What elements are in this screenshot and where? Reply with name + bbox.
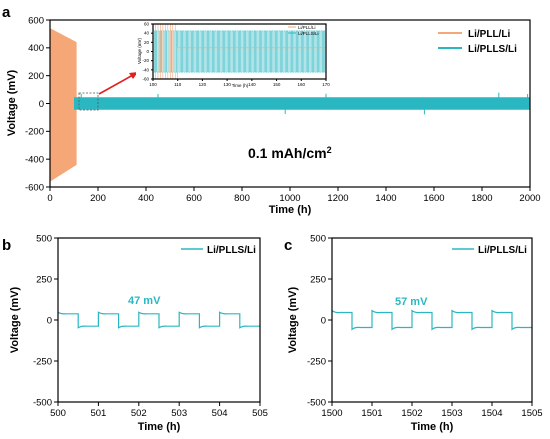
inset-chart: 100 110 120 130 140 150 160 170 60 40 20 0 -20 -40 -60…: [136, 22, 330, 88]
panel-b-xtick-label: 504: [212, 408, 228, 419]
inset-ytick-label: 60: [144, 22, 150, 27]
panel-a-xtick-label: 1400: [375, 193, 396, 204]
inset-legend-label-li-pll-li: Li/PLL/Li: [298, 25, 316, 30]
panel-c-xlabel: Time (h): [411, 421, 454, 433]
legend-label-li-plls-li: Li/PLLS/Li: [468, 44, 517, 55]
panel-c-xtick-label: 1501: [361, 408, 382, 419]
panel-a-ytick-label: 200: [28, 71, 44, 82]
current-density-annotation: 0.1 mAh/cm2: [248, 145, 332, 161]
panel-c-xtick-label: 1504: [481, 408, 502, 419]
panel-a-xlabel: Time (h): [269, 204, 312, 216]
panel-b-ticks: 500 501 502 503 504 505 500 250 0 -250 -500: [33, 233, 268, 419]
panel-a-xtick-label: 0: [47, 193, 52, 204]
panel-c-xtick-label: 1502: [401, 408, 422, 419]
chart-panel-a: 0 200 400 600 800 1000 1200 1400 1600 1800 2000600…: [6, 15, 541, 216]
panel-a-xtick-label: 200: [90, 193, 106, 204]
panel-a-ticks: 0 200 400 600 800 1000 1200 1400 1600 1800 2000600…: [25, 15, 541, 204]
panel-c-ytick-label: -500: [307, 397, 326, 408]
panel-c-ytick-label: -250: [307, 356, 326, 367]
panel-a-ytick-label: -200: [25, 127, 44, 138]
chart-panel-c: 1500 1501 1502 1503 1504 15055002500-250-500 …: [287, 233, 543, 433]
panel-a-data-traces: [49, 27, 530, 182]
inset-li-plls-li-trace: [153, 30, 326, 73]
inset-xtick-label: 150: [273, 82, 281, 87]
zoom-region-box: [78, 92, 99, 111]
inset-xtick-label: 140: [248, 82, 256, 87]
series-li-pll-li-trace: [49, 27, 77, 182]
panel-b-ytick-label: 500: [36, 233, 52, 244]
panel-a-xtick-label: 1200: [327, 193, 348, 204]
inset-xtick-label: 160: [298, 82, 306, 87]
inset-ytick-label: -40: [142, 67, 149, 72]
inset-legend: Li/PLL/Li Li/PLLS/Li: [288, 25, 319, 36]
panel-c-xtick-label: 1500: [321, 408, 342, 419]
panel-b-ytick-label: 0: [47, 315, 52, 326]
panel-b-xtick-label: 501: [90, 408, 106, 419]
panel-c-ylabel: Voltage (mV): [287, 286, 299, 353]
inset-ytick-label: -60: [142, 77, 149, 82]
panel-b-li-plls-li-trace: [57, 311, 260, 329]
zoom-arrow: [98, 74, 134, 95]
panel-c-ytick-label: 500: [310, 233, 326, 244]
panel-b-xtick-label: 500: [50, 408, 66, 419]
panel-a-legend: Li/PLL/Li Li/PLLS/Li: [438, 29, 517, 55]
panel-c-li-plls-li-trace: [331, 309, 532, 331]
panel-a-xtick-label: 600: [186, 193, 202, 204]
panel-b-ytick-label: -500: [33, 397, 52, 408]
panel-b-xtick-label: 502: [131, 408, 147, 419]
inset-xtick-label: 120: [199, 82, 207, 87]
panel-a-ytick-label: 0: [39, 99, 44, 110]
panel-c-amplitude-annotation: 57 mV: [395, 296, 428, 308]
panel-b-ylabel: Voltage (mV): [9, 286, 21, 353]
panel-a-ytick-label: 400: [28, 43, 44, 54]
panel-c-legend-label: Li/PLLS/Li: [478, 245, 527, 256]
inset-ytick-label: 0: [146, 49, 149, 54]
panel-a-ylabel: Voltage (mV): [6, 69, 18, 136]
panel-a-xtick-label: 1000: [279, 193, 300, 204]
panel-b-legend-label: Li/PLLS/Li: [207, 245, 256, 256]
panel-b-xtick-label: 503: [171, 408, 187, 419]
legend-label-li-pll-li: Li/PLL/Li: [468, 29, 510, 40]
panel-c-ticks: 1500 1501 1502 1503 1504 1505 500 250 0 -250 -500: [307, 233, 543, 419]
panel-b-ytick-label: -250: [33, 356, 52, 367]
inset-ytick-label: 40: [144, 31, 150, 36]
panel-a-xtick-label: 800: [234, 193, 250, 204]
panel-a-ytick-label: -600: [25, 182, 44, 193]
panel-b-ytick-label: 250: [36, 274, 52, 285]
panel-a-xtick-label: 1800: [471, 193, 492, 204]
panel-b-data-trace: [57, 311, 260, 329]
panel-b-amplitude-annotation: 47 mV: [128, 295, 161, 307]
panel-label-c: c: [284, 237, 292, 254]
inset-xtick-label: 100: [149, 82, 157, 87]
inset-ticks: 100 110 120 130 140 150 160 170 60 40 20 0 -20 -40 -60: [142, 22, 330, 88]
inset-xlabel: Time (h): [232, 83, 249, 88]
inset-ytick-label: -20: [142, 58, 149, 63]
panel-a-ytick-label: -400: [25, 154, 44, 165]
panel-c-ytick-label: 0: [321, 315, 326, 326]
panel-label-b: b: [2, 237, 11, 254]
panel-b-xtick-label: 505: [252, 408, 268, 419]
series-li-plls-li-trace: [74, 97, 530, 110]
panel-label-a: a: [2, 4, 11, 21]
panel-c-ytick-label: 250: [310, 274, 326, 285]
panel-a-ytick-label: 600: [28, 15, 44, 26]
panel-c-data-trace: [331, 309, 532, 331]
inset-xtick-label: 130: [223, 82, 231, 87]
panel-b-xlabel: Time (h): [138, 421, 181, 433]
chart-panel-b: 500 501 502 503 504 505 500 250 0 -250 -500 Time (…: [9, 233, 268, 433]
panel-a-xtick-label: 400: [138, 193, 154, 204]
panel-a-xtick-label: 1600: [423, 193, 444, 204]
inset-ytick-label: 20: [144, 40, 150, 45]
inset-xtick-label: 170: [322, 82, 330, 87]
zoom-arrow-head: [129, 72, 138, 79]
inset-xtick-label: 110: [174, 82, 182, 87]
inset-ylabel: Voltage (mV): [137, 37, 142, 64]
panel-c-xtick-label: 1505: [521, 408, 542, 419]
panel-c-xtick-label: 1503: [441, 408, 462, 419]
panel-a-xtick-label: 2000: [519, 193, 540, 204]
inset-legend-label-li-plls-li: Li/PLLS/Li: [298, 31, 319, 36]
